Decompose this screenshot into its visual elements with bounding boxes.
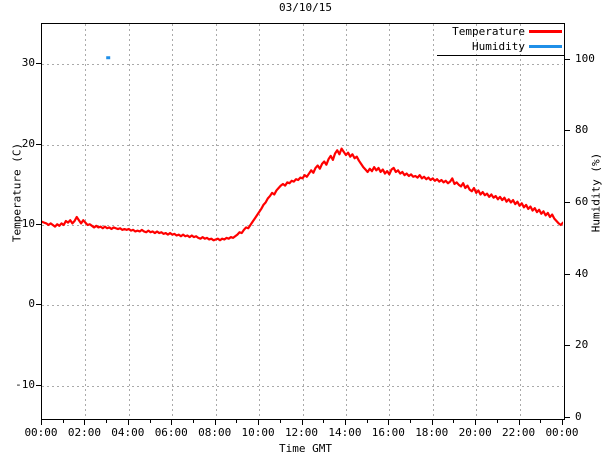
x-tick-label: 00:00 [24, 426, 58, 439]
x-minor-tick [63, 420, 64, 423]
series-point-humidity [106, 56, 111, 60]
y-left-tick [36, 385, 41, 386]
y-right-tick [565, 274, 570, 275]
plot-area [41, 23, 565, 420]
series-line-temperature [42, 147, 563, 242]
x-major-tick [128, 420, 129, 425]
x-minor-tick [323, 420, 324, 423]
x-major-tick [519, 420, 520, 425]
x-tick-label: 16:00 [371, 426, 405, 439]
x-minor-tick [410, 420, 411, 423]
x-tick-label: 14:00 [328, 426, 362, 439]
x-minor-tick [453, 420, 454, 423]
x-axis-title: Time GMT [279, 442, 332, 455]
x-major-tick [562, 420, 563, 425]
y-right-tick-label: 60 [575, 195, 589, 209]
y-left-tick [36, 144, 41, 145]
x-minor-tick [540, 420, 541, 423]
legend-swatch [529, 45, 562, 48]
plot-inner [42, 24, 564, 419]
y-left-tick [36, 304, 41, 305]
y-left-tick [36, 63, 41, 64]
y-right-tick-label: 0 [575, 410, 582, 423]
x-tick-label: 10:00 [241, 426, 275, 439]
x-major-tick [258, 420, 259, 425]
x-major-tick [84, 420, 85, 425]
y-right-tick [565, 59, 570, 60]
data-series [42, 56, 563, 242]
legend-label: Humidity [472, 40, 525, 53]
grid-lines [42, 24, 563, 418]
y-left-tick [36, 224, 41, 225]
x-tick-label: 20:00 [458, 426, 492, 439]
x-major-tick [475, 420, 476, 425]
x-tick-label: 04:00 [111, 426, 145, 439]
x-major-tick [345, 420, 346, 425]
x-major-tick [41, 420, 42, 425]
x-tick-label: 08:00 [198, 426, 232, 439]
x-major-tick [302, 420, 303, 425]
x-major-tick [215, 420, 216, 425]
x-minor-tick [280, 420, 281, 423]
x-minor-tick [367, 420, 368, 423]
legend-label: Temperature [452, 25, 525, 38]
x-minor-tick [193, 420, 194, 423]
x-tick-label: 00:00 [545, 426, 579, 439]
y-right-tick [565, 417, 570, 418]
legend-item-temperature: Temperature [437, 25, 565, 39]
x-major-tick [432, 420, 433, 425]
x-minor-tick [106, 420, 107, 423]
chart-title: 03/10/15 [279, 1, 332, 14]
y-left-tick-label: 0 [28, 297, 35, 311]
y-axis-right-title: Humidity (%) [589, 152, 603, 233]
y-right-tick-label: 80 [575, 123, 589, 137]
plot-canvas [42, 24, 563, 418]
x-tick-label: 02:00 [67, 426, 101, 439]
x-tick-label: 12:00 [284, 426, 319, 439]
x-minor-tick [236, 420, 237, 423]
x-tick-label: 06:00 [154, 426, 188, 439]
x-tick-label: 22:00 [502, 426, 536, 439]
y-right-tick-label: 100 [575, 51, 595, 65]
y-left-tick-label: -10 [15, 377, 35, 391]
x-major-tick [388, 420, 389, 425]
y-left-tick-label: 30 [21, 56, 35, 70]
x-minor-tick [497, 420, 498, 423]
x-major-tick [171, 420, 172, 425]
chart-legend: Temperature Humidity [437, 24, 565, 56]
x-minor-tick [150, 420, 151, 423]
y-left-tick-label: 10 [21, 217, 35, 231]
legend-item-humidity: Humidity [437, 40, 565, 54]
y-right-tick-label: 20 [575, 338, 589, 352]
y-right-tick [565, 130, 570, 131]
y-right-tick [565, 345, 570, 346]
y-left-tick-label: 20 [21, 136, 35, 150]
y-right-tick-label: 40 [575, 266, 589, 280]
x-tick-label: 18:00 [415, 426, 449, 439]
y-right-tick [565, 202, 570, 203]
legend-swatch [529, 30, 562, 33]
